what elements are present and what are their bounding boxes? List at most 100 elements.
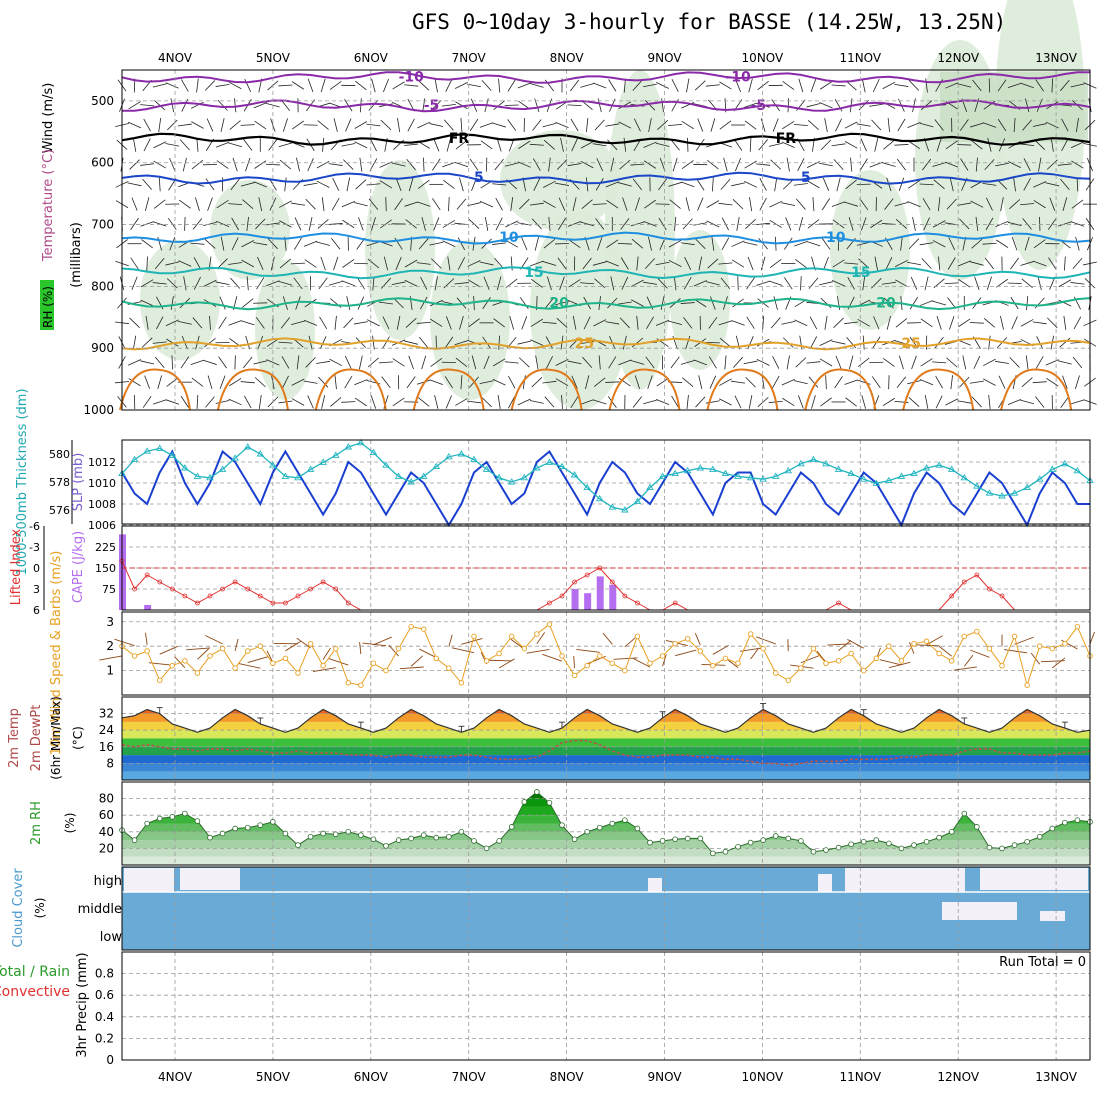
thickness-point (947, 465, 956, 472)
wind-barb (99, 655, 123, 661)
wind-barb (433, 217, 440, 231)
wind-barb (194, 197, 200, 211)
date-label-top: 11NOV (839, 51, 881, 65)
thickness-point (847, 469, 855, 477)
wind-barb (560, 137, 564, 152)
wind-barb (253, 360, 268, 365)
wind-barb (620, 218, 630, 230)
precip-tick-label: 0.6 (95, 988, 114, 1002)
wind-barb (898, 355, 904, 370)
wind-barb (882, 397, 896, 407)
wind-barb (844, 321, 859, 325)
rh-point (546, 799, 553, 806)
wind-barb (422, 157, 425, 172)
wind-barb (128, 378, 141, 387)
wind-barb (505, 239, 518, 248)
wind-barb (533, 158, 541, 171)
wind-barb (321, 197, 325, 212)
lifted-index-point (584, 572, 590, 578)
rh-point (358, 832, 364, 838)
wind-barb (580, 399, 594, 405)
wind-barb (693, 359, 707, 366)
wind-barb (140, 360, 155, 365)
wind-barb (393, 297, 404, 309)
wind-barb (995, 360, 1009, 364)
wind-barb (447, 256, 451, 271)
wind-barb (823, 256, 829, 271)
wind-barb (1010, 257, 1020, 270)
wind-barb (354, 141, 368, 149)
rh-point (521, 799, 528, 805)
wind-barb (542, 653, 563, 662)
wind-barb (383, 78, 389, 93)
wind-barb (404, 143, 419, 146)
wind-barb (492, 358, 506, 367)
wind-barb (1045, 121, 1059, 129)
wind-barb (127, 182, 142, 187)
wind-barb (391, 162, 406, 167)
wind-barb (416, 201, 431, 207)
cloud-clear-patch (845, 868, 965, 892)
wind-barb (848, 217, 854, 231)
wind-barb (907, 180, 921, 189)
thickness-point (721, 469, 730, 477)
cloud-unit-label: (%) (33, 898, 47, 919)
wind-barb (543, 139, 555, 150)
wind-barb (844, 201, 858, 207)
wind-barb (270, 256, 275, 271)
wind-barb (129, 317, 140, 328)
rh-point (923, 838, 930, 845)
cloud-clear-patch (124, 868, 174, 892)
wind-barb (680, 242, 695, 246)
wind-barb (975, 216, 979, 231)
temperature-axis-label-3: (6hr Min/Max) (49, 696, 63, 780)
wind-barb (291, 81, 305, 90)
wind-barb (430, 357, 443, 367)
wind-barb (622, 335, 627, 350)
rh-point (471, 838, 477, 844)
wind-barb (806, 103, 821, 108)
wind-barb (291, 320, 305, 326)
cape-bar (144, 604, 152, 610)
wind-barb (543, 200, 556, 208)
wind-barb (354, 379, 368, 386)
wind-barb (192, 317, 203, 329)
wind-axis-label: 10m Wind Speed & Barbs (m/s) (49, 551, 64, 756)
wind-barb (698, 375, 703, 390)
wind-barb (180, 395, 190, 408)
wind-barb (320, 256, 326, 271)
wind-barb (580, 141, 594, 149)
isotherm-label: 20 (876, 296, 896, 312)
wind-speed-point (747, 631, 754, 637)
temperature-band (122, 697, 1090, 705)
wind-barb (1037, 276, 1042, 291)
rh-point (1036, 833, 1043, 840)
wind-barb (933, 179, 945, 190)
wind-barb (346, 177, 351, 192)
wind-barb (430, 100, 442, 111)
temperature-band (122, 721, 1090, 731)
wind-barb (834, 376, 843, 389)
wind-barb (220, 118, 225, 132)
wind-barb (508, 395, 516, 409)
wind-barb (442, 219, 456, 228)
wind-barb (618, 121, 632, 129)
rh-point (848, 841, 854, 848)
wind-barb (644, 258, 656, 269)
wind-speed-point (936, 650, 942, 657)
wind-barb (467, 400, 481, 404)
wind-barb (718, 320, 733, 326)
wind-barb (379, 301, 393, 305)
lifted-index-point (333, 586, 339, 592)
wind-barb (334, 315, 337, 330)
wind-barb (345, 118, 352, 132)
wind-barb (165, 261, 180, 266)
wind-barb (480, 140, 493, 150)
wind-barb (169, 157, 176, 172)
wind-barb (586, 118, 589, 133)
wind-barb (756, 358, 770, 366)
wind-barb (620, 257, 629, 270)
lifted-index-tick-label: -6 (29, 520, 40, 533)
wind-barb (838, 639, 852, 651)
wind-barb (675, 649, 697, 657)
